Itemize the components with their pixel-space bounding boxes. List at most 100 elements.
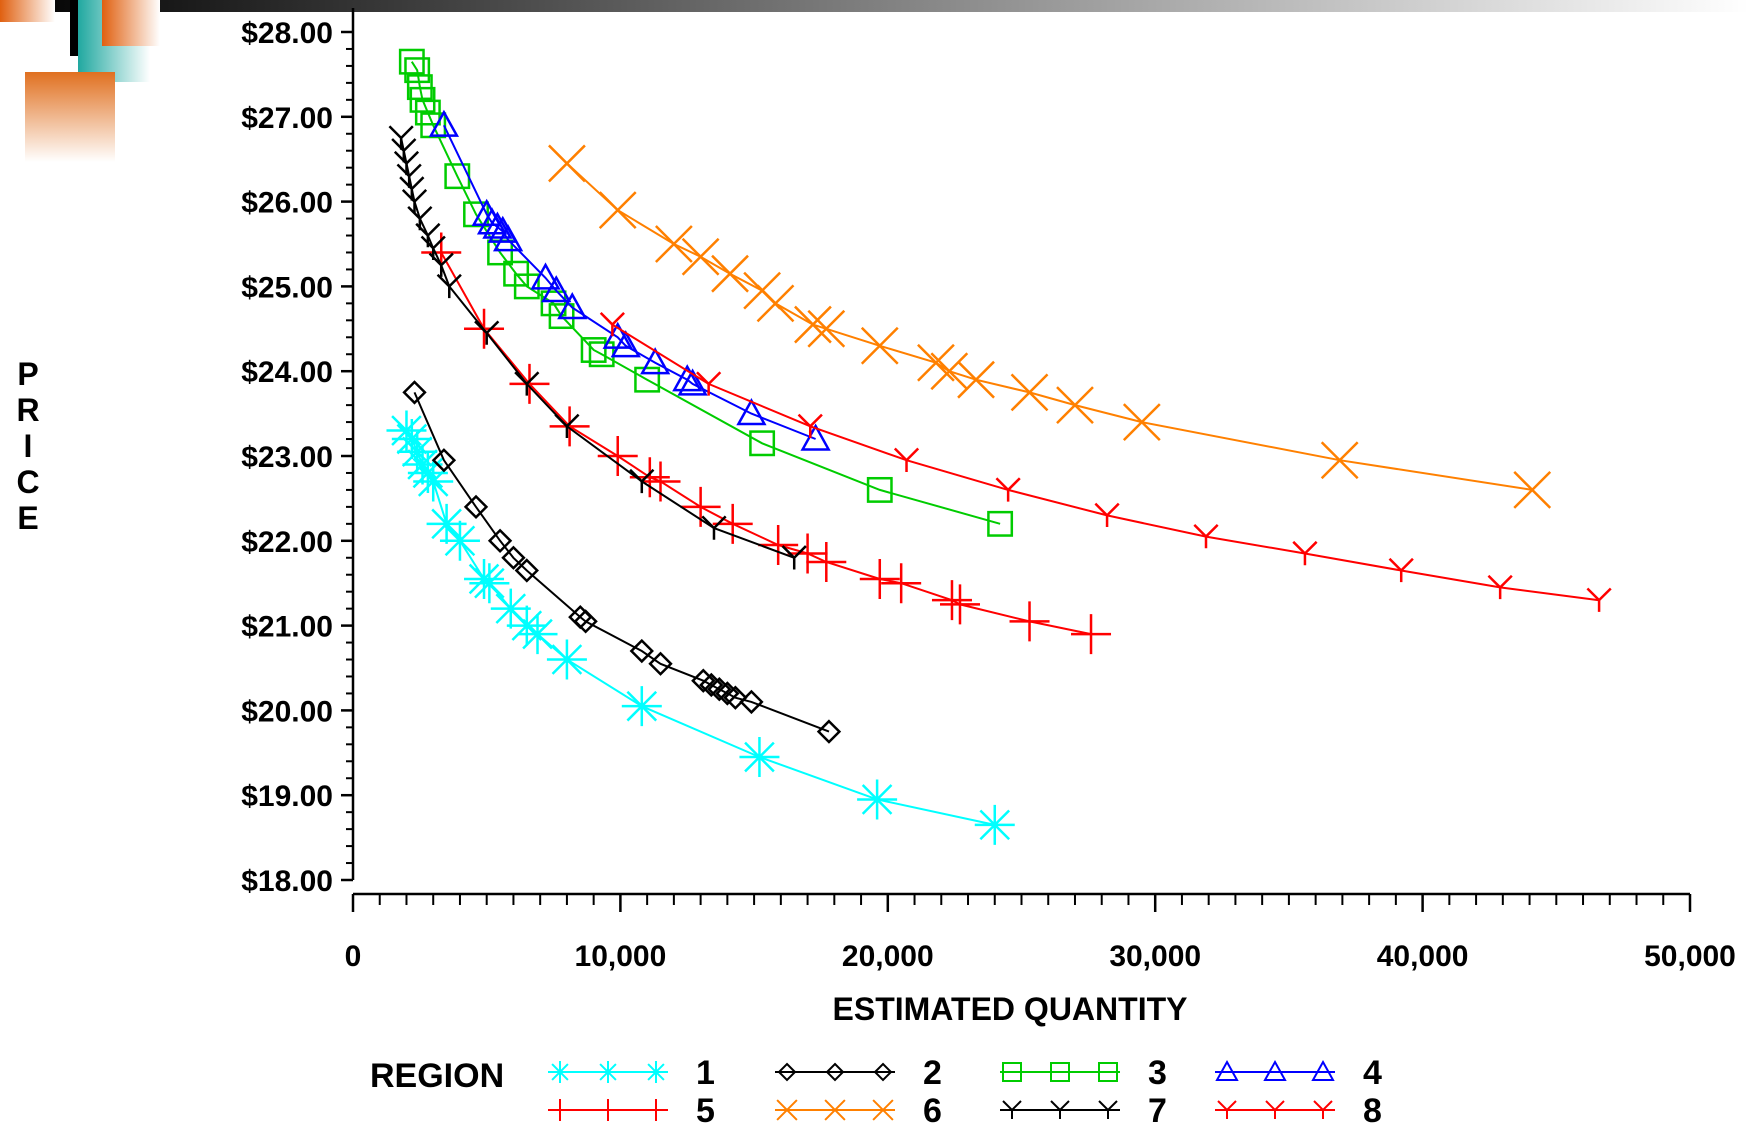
data-point <box>402 444 443 485</box>
data-point <box>546 639 587 680</box>
data-point <box>648 651 673 676</box>
data-point <box>1010 373 1049 412</box>
data-point <box>758 525 799 566</box>
data-point <box>736 398 767 426</box>
data-point <box>597 436 638 476</box>
data-point <box>893 447 920 472</box>
x-tick-label: 10,000 <box>575 940 667 973</box>
data-point <box>629 638 654 664</box>
data-point <box>1265 1100 1285 1119</box>
data-point <box>806 542 847 582</box>
data-point <box>1002 1062 1022 1082</box>
x-tick-label: 30,000 <box>1109 940 1201 973</box>
data-point <box>1313 1100 1333 1119</box>
data-point <box>881 563 922 604</box>
data-point <box>554 413 580 439</box>
series-line <box>400 137 795 559</box>
data-point <box>1320 441 1359 480</box>
series-7 <box>388 125 807 570</box>
data-point <box>548 144 586 183</box>
data-point <box>696 371 722 396</box>
data-point <box>541 275 572 303</box>
data-point <box>872 1099 894 1121</box>
data-point <box>1586 587 1612 612</box>
data-point <box>492 224 524 252</box>
data-point <box>1487 574 1513 600</box>
legend-label: 5 <box>696 1092 715 1123</box>
data-point <box>1311 1059 1335 1081</box>
data-point <box>1513 471 1552 509</box>
data-point <box>407 452 448 493</box>
data-point <box>506 605 547 646</box>
data-point <box>1263 1059 1287 1081</box>
series-2 <box>402 380 842 744</box>
legend-label: 7 <box>1148 1092 1167 1123</box>
y-tick-label: $22.00 <box>241 526 333 559</box>
data-point <box>463 494 489 520</box>
data-point <box>807 309 846 348</box>
series-8 <box>599 311 1612 612</box>
legend: REGION 1 2 3 4 5 6 7 8 <box>370 1054 1382 1123</box>
y-tick-label: $18.00 <box>241 865 333 898</box>
y-ticks: $18.00 $19.00 $20.00 $21.00 $22.00 $23.00 $24.… <box>241 17 353 898</box>
data-point <box>640 347 671 375</box>
data-point <box>739 689 764 715</box>
data-point <box>487 528 513 553</box>
data-point <box>930 352 969 391</box>
data-point <box>672 364 703 392</box>
legend-item-2: 2 <box>775 1054 942 1092</box>
data-point <box>474 320 500 345</box>
data-point <box>610 330 641 358</box>
y-tick-label: $28.00 <box>241 17 333 50</box>
data-point <box>1122 403 1161 441</box>
data-point <box>1056 386 1094 425</box>
data-point <box>974 804 1015 845</box>
data-point <box>645 1099 667 1121</box>
data-point <box>490 588 531 629</box>
data-point <box>397 431 438 472</box>
x-tick-label: 0 <box>345 940 362 973</box>
data-point <box>469 563 510 604</box>
data-point <box>428 252 454 277</box>
x-axis-title: ESTIMATED QUANTITY <box>833 991 1188 1027</box>
data-point <box>794 305 832 344</box>
data-point <box>654 225 693 263</box>
data-point <box>1292 540 1318 566</box>
data-point <box>680 486 721 527</box>
y-tick-label: $24.00 <box>241 356 333 389</box>
data-point <box>1193 523 1219 549</box>
data-point <box>1217 1100 1237 1119</box>
axes <box>351 8 1690 896</box>
data-point <box>402 380 427 405</box>
data-point <box>413 461 454 502</box>
data-point <box>530 262 561 290</box>
legend-label: 1 <box>696 1054 715 1092</box>
y-tick-label: $20.00 <box>241 695 333 728</box>
legend-item-1: 1 <box>548 1054 715 1092</box>
data-point <box>621 686 662 727</box>
data-point <box>866 476 893 503</box>
series-line <box>442 124 816 440</box>
series-line <box>413 392 830 733</box>
data-point <box>1050 1100 1070 1119</box>
data-point <box>1009 601 1050 642</box>
data-point <box>749 430 776 457</box>
x-tick-label: 40,000 <box>1377 940 1469 973</box>
series-line <box>611 323 1600 602</box>
y-tick-label: $21.00 <box>241 611 333 644</box>
slide-decoration <box>0 0 1749 162</box>
data-point <box>917 343 955 382</box>
series-1 <box>386 410 1015 845</box>
series-4 <box>428 109 831 451</box>
y-tick-label: $27.00 <box>241 102 333 135</box>
data-point <box>501 545 526 570</box>
data-point <box>800 423 831 451</box>
data-point <box>739 737 780 778</box>
y-tick-label: $23.00 <box>241 441 333 474</box>
y-tick-label: $25.00 <box>241 271 333 304</box>
data-point <box>598 191 637 229</box>
legend-item-7: 7 <box>1000 1092 1167 1123</box>
data-point <box>629 468 655 494</box>
